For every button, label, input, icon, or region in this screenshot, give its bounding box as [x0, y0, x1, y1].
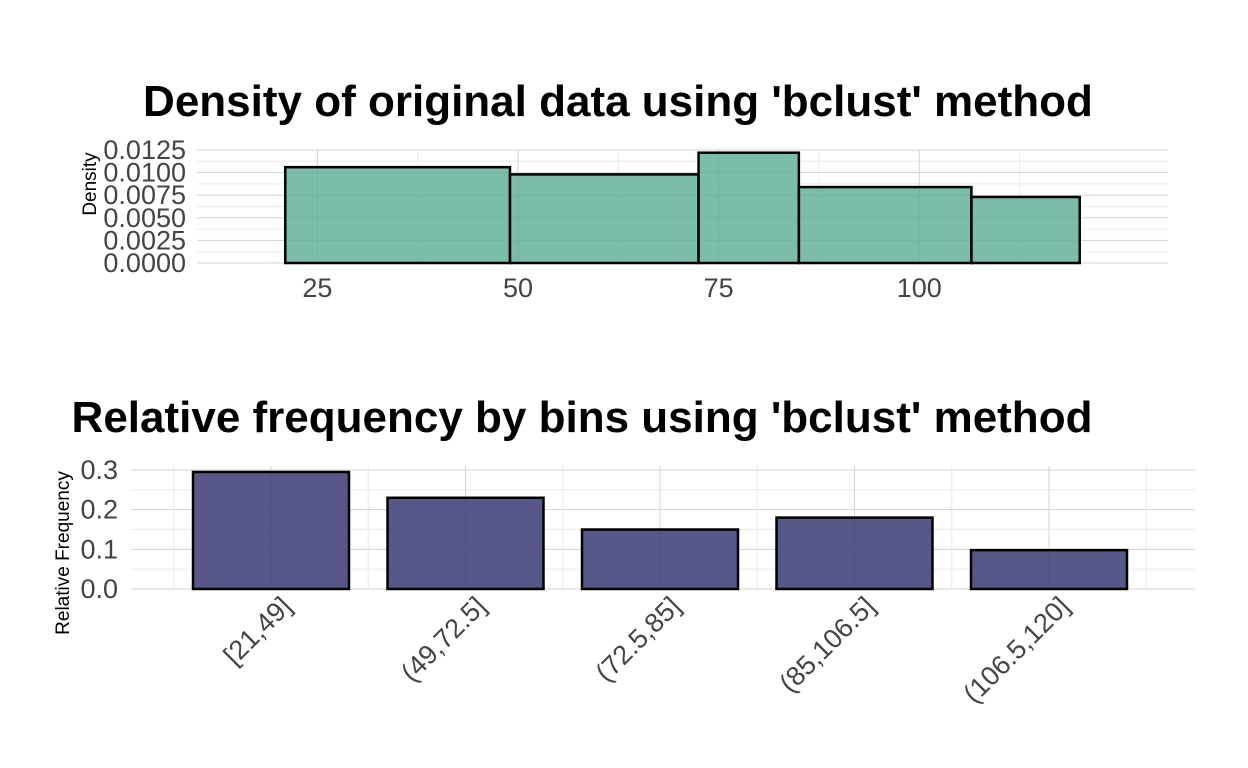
frequency-y-tick-label: 0.1 [80, 534, 118, 564]
relative-frequency-chart-y-ticks: 0.0 0.1 0.2 0.3 [80, 455, 118, 604]
density-chart-bars [284, 151, 1081, 265]
frequency-x-tick-label: (85,106.5] [774, 591, 881, 698]
density-y-tick-label: 0.0025 [103, 225, 186, 255]
density-x-tick-label: 25 [302, 273, 332, 303]
frequency-x-tick-label: (72.5,85] [590, 591, 687, 688]
relative-frequency-chart-x-ticks: [21,49] (49,72.5] (72.5,85] (85,106.5] (106.… [218, 591, 1076, 709]
density-x-tick-label: 100 [897, 273, 942, 303]
frequency-bar [386, 496, 545, 591]
relative-frequency-chart-title: Relative frequency by bins using 'bclust… [72, 393, 1093, 442]
frequency-bar [969, 548, 1129, 591]
density-bar [508, 173, 700, 265]
relative-frequency-chart: Relative frequency by bins using 'bclust… [53, 393, 1195, 709]
density-y-tick-label: 0.0125 [103, 135, 186, 165]
frequency-y-tick-label: 0.2 [80, 495, 118, 525]
frequency-bar [775, 516, 934, 591]
density-chart-title: Density of original data using 'bclust' … [143, 77, 1093, 126]
frequency-x-tick-label: (49,72.5] [395, 591, 492, 688]
density-y-tick-label: 0.0050 [103, 203, 186, 233]
frequency-bar [191, 470, 351, 591]
density-y-tick-label: 0.0000 [103, 248, 186, 278]
frequency-bar [580, 528, 740, 591]
density-bar [797, 185, 973, 265]
density-chart-y-label: Density [80, 152, 101, 216]
density-bar [697, 151, 801, 265]
frequency-x-tick-label: (106.5,120] [957, 591, 1075, 709]
density-chart-x-ticks: 25 50 75 100 [302, 273, 941, 303]
density-chart: Density of original data using 'bclust' … [80, 77, 1168, 303]
density-bar [284, 165, 512, 265]
frequency-y-tick-label: 0.3 [80, 455, 118, 485]
frequency-x-tick-label: [21,49] [218, 591, 298, 671]
frequency-y-tick-label: 0.0 [80, 574, 118, 604]
relative-frequency-chart-y-label: Relative Frequency [53, 471, 74, 635]
density-y-tick-label: 0.0075 [103, 180, 186, 210]
density-x-tick-label: 75 [704, 273, 734, 303]
density-y-tick-label: 0.0100 [103, 158, 186, 188]
density-bar [970, 195, 1081, 265]
density-x-tick-label: 50 [503, 273, 533, 303]
relative-frequency-chart-bars [191, 470, 1129, 591]
